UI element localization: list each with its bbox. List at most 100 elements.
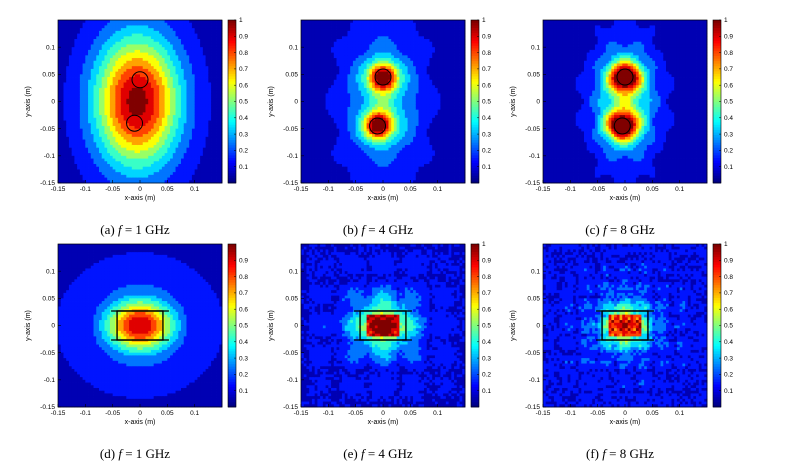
heatmap-cell [167,150,171,154]
heatmap-cell [71,96,75,100]
heatmap-cell [355,36,359,40]
heatmap-cell [358,39,362,43]
heatmap-cell [350,158,354,162]
heatmap-cell [129,112,133,116]
heatmap-cell [181,74,185,78]
heatmap-cell [213,30,217,34]
heatmap-cell [63,25,67,29]
heatmap-cell [216,155,220,159]
heatmap-cell [131,33,135,37]
heatmap-cell [159,109,163,113]
heatmap-cell [60,98,64,102]
heatmap-cell [200,96,204,100]
heatmap-cell [104,55,108,59]
heatmap-cell [194,106,198,111]
heatmap-cell [137,174,141,178]
heatmap-cell [344,125,348,130]
heatmap-cell [93,90,97,94]
heatmap-cell [129,163,133,168]
heatmap-cell [167,123,171,127]
heatmap-cell [66,77,70,81]
heatmap-cell [123,33,127,37]
heatmap-cell [104,20,108,24]
heatmap-cell [328,128,332,132]
heatmap-cell [99,169,103,173]
heatmap-cell [333,153,337,157]
heatmap-cell [216,128,220,132]
heatmap-cell [301,85,305,89]
heatmap-cell [66,30,70,34]
heatmap-cell [153,153,157,157]
heatmap-cell [178,55,182,59]
heatmap-cell [342,131,346,135]
heatmap-cell [306,117,310,121]
heatmap-cell [183,20,187,24]
heatmap-cell [96,68,100,73]
heatmap-cell [178,39,182,43]
heatmap-cell [350,33,354,37]
heatmap-cell [137,58,141,62]
heatmap-cell [85,155,89,159]
heatmap-cell [142,22,146,26]
heatmap-cell [172,125,176,130]
heatmap-cell [58,25,62,29]
heatmap-cell [309,58,313,62]
heatmap-cell [216,36,220,40]
heatmap-cell [194,30,198,34]
heatmap-cell [137,22,141,26]
colorbar-tick-label: 0.7 [239,66,248,73]
heatmap-cell [344,28,348,32]
heatmap-cell [344,36,348,40]
colorbar-segment [228,22,236,26]
heatmap-cell [314,49,318,53]
heatmap-cell [333,93,337,97]
heatmap-cell [131,49,135,53]
heatmap-cell [131,174,135,178]
heatmap-cell [181,177,185,181]
heatmap-cell [68,93,73,97]
heatmap-cell [352,150,357,154]
heatmap-cell [164,79,168,83]
heatmap-cell [331,169,335,173]
heatmap-cell [309,106,313,111]
heatmap-cell [164,147,168,151]
heatmap-cell [90,180,94,184]
heatmap-cell [150,44,155,48]
heatmap-cell [170,150,174,154]
heatmap-cell [131,123,135,127]
heatmap-cell [301,139,305,143]
heatmap-cell [167,128,171,132]
heatmap-cell [342,66,346,70]
heatmap-cell [142,52,146,56]
heatmap-cell [306,55,310,59]
heatmap-cell [68,77,73,81]
heatmap-cell [320,109,324,113]
heatmap-cell [82,117,86,121]
heatmap-cell [148,52,152,56]
colorbar-segment [228,124,236,128]
heatmap-cell [101,136,105,140]
heatmap-cell [344,87,348,92]
heatmap-cell [331,77,335,81]
heatmap-cell [153,55,157,59]
heatmap-cell [320,47,324,51]
colorbar-tick-label: 0.3 [239,131,248,138]
heatmap-cell [333,58,337,62]
heatmap-cell [181,36,185,40]
heatmap-cell [142,30,146,34]
heatmap-cell [60,58,64,62]
heatmap-cell [197,96,201,100]
heatmap-cell [301,39,305,43]
heatmap-cell [301,68,305,73]
heatmap-cell [118,85,122,89]
heatmap-cell [71,125,75,130]
heatmap-cell [186,131,190,135]
heatmap-cell [170,20,174,24]
heatmap-cell [150,128,155,132]
heatmap-cell [93,153,97,157]
heatmap-cell [200,155,204,159]
heatmap-cell [213,36,217,40]
heatmap-cell [112,52,116,56]
heatmap-cell [63,147,67,151]
heatmap-cell [90,79,94,83]
